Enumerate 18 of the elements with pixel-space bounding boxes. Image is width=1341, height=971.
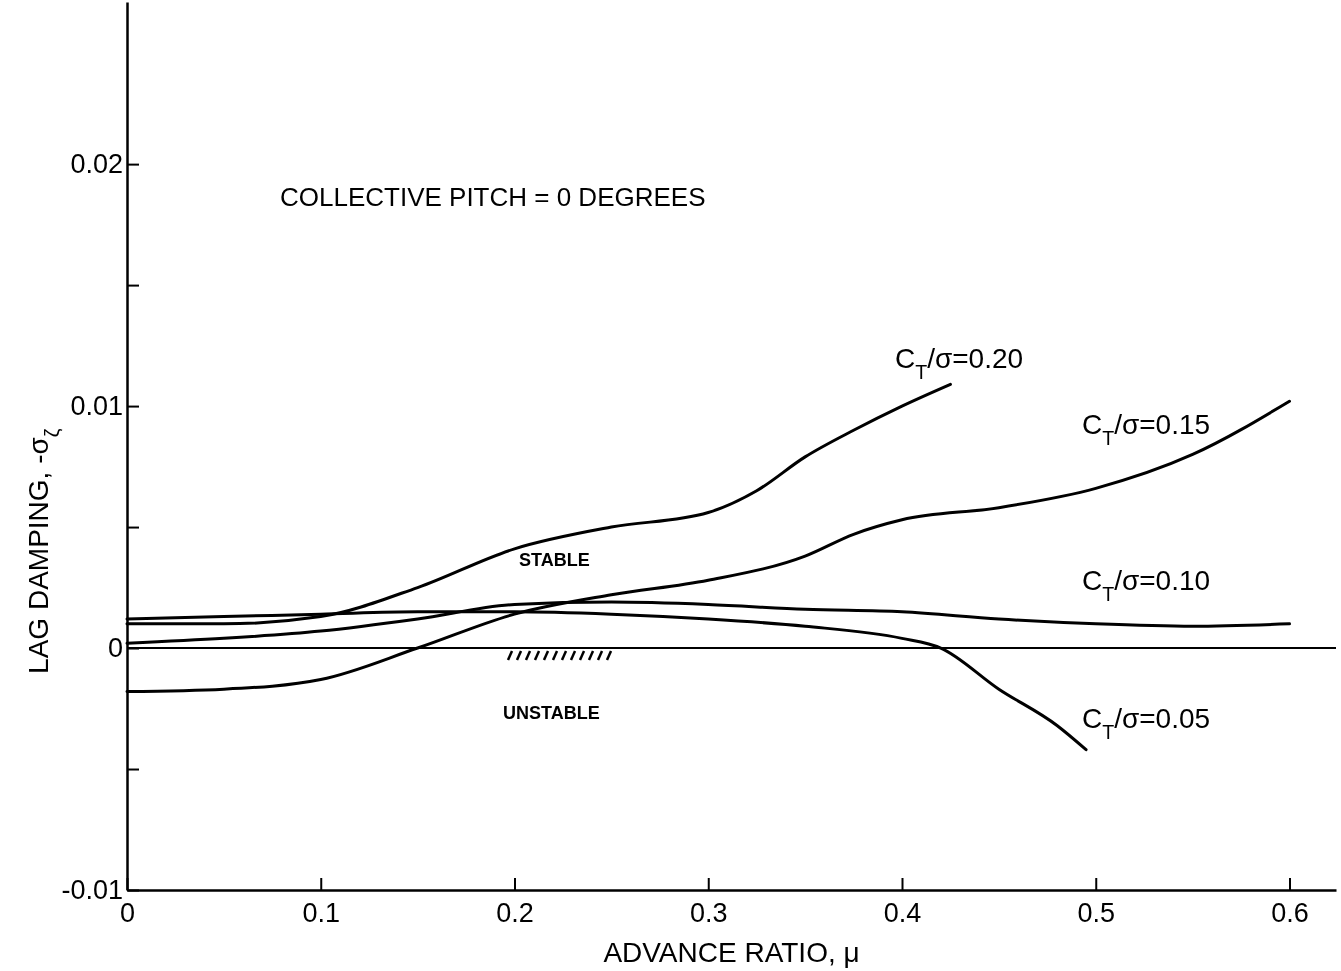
x-tick-label: 0.5: [1077, 898, 1116, 929]
x-axis-title: ADVANCE RATIO, μ: [603, 937, 860, 968]
annotation: UNSTABLE: [503, 703, 600, 723]
x-tick-label: 0.2: [496, 898, 534, 929]
x-tick-label: 0.1: [302, 898, 341, 929]
series-label: C$_{T}$/σ=0.10: [1082, 565, 1211, 605]
y-tick-label: 0.02: [70, 149, 123, 180]
y-tick-label: 0: [107, 633, 123, 664]
x-tick-label: 0.4: [883, 898, 922, 929]
x-tick-label: 0.3: [689, 898, 728, 929]
y-tick-label: 0.01: [70, 391, 123, 422]
y-tick-label: -0.01: [61, 875, 123, 906]
series-label: C$_{T}$/σ=0.05: [1082, 703, 1211, 743]
x-tick-label: 0.6: [1271, 898, 1309, 929]
annotation: STABLE: [519, 550, 590, 570]
series-label: C$_{T}$/σ=0.20: [895, 343, 1024, 383]
annotation: COLLECTIVE PITCH = 0 DEGREES: [280, 182, 706, 212]
series-label: C$_{T}$/σ=0.15: [1082, 409, 1211, 449]
